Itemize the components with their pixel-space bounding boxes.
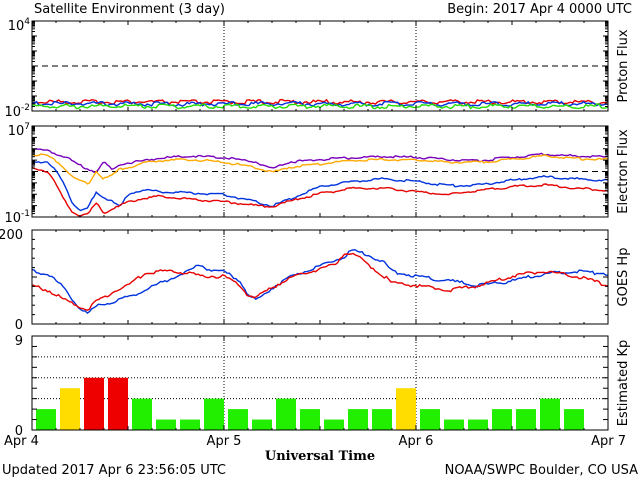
kp-bar [252, 419, 272, 430]
kp-bar [180, 419, 200, 430]
x-tick-label: Apr 5 [207, 434, 242, 449]
panel-3: 200 0 GOES Hp [0, 228, 631, 333]
kp-bar [228, 409, 248, 430]
series-line-red [31, 252, 609, 311]
y-tick-label: 200 [0, 228, 23, 243]
y-tick-exponent: -1 [21, 209, 30, 219]
series-line-blue [31, 100, 609, 107]
kp-bar [492, 409, 512, 430]
y-tick-exponent: -2 [21, 103, 30, 113]
series-line-red [31, 166, 609, 217]
y-tick-base: 10 [4, 211, 21, 226]
y-tick-label: 0 [15, 424, 23, 439]
x-tick-label: Apr 6 [399, 434, 434, 449]
kp-bar [372, 409, 392, 430]
kp-bar [348, 409, 368, 430]
kp-bar [444, 419, 464, 430]
begin-time: Begin: 2017 Apr 4 0000 UTC [447, 2, 632, 17]
y-tick-label: 0 [15, 318, 23, 333]
kp-bar [204, 398, 224, 430]
kp-bar [564, 409, 584, 430]
panel-frame [31, 20, 609, 112]
kp-bar [84, 377, 104, 430]
x-tick-labels: Apr 4 Apr 5 Apr 6 Apr 7 [4, 434, 626, 449]
y-tick-exponent: 7 [24, 122, 30, 132]
updated-time: Updated 2017 Apr 6 23:56:05 UTC [2, 463, 226, 478]
x-axis-label: Universal Time [265, 449, 375, 464]
y-tick-label: 107 [8, 122, 30, 139]
kp-bar [420, 409, 440, 430]
y-axis-label: Electron Flux [616, 129, 631, 214]
y-tick-label: 10-1 [4, 209, 30, 226]
y-axis-label: Estimated Kp [616, 340, 631, 427]
kp-bar [396, 388, 416, 430]
kp-bar [108, 377, 128, 430]
y-tick-exponent: 4 [24, 17, 30, 27]
kp-bar [60, 388, 80, 430]
chart-title: Satellite Environment (3 day) [34, 2, 225, 17]
y-tick-base: 10 [4, 105, 21, 120]
kp-bar [540, 398, 560, 430]
kp-bar [516, 409, 536, 430]
y-axis-label: Proton Flux [616, 29, 631, 102]
credit-text: NOAA/SWPC Boulder, CO USA [445, 463, 638, 478]
series-line-red [31, 98, 609, 106]
kp-bar [300, 409, 320, 430]
y-axis-label: GOES Hp [616, 248, 631, 307]
kp-bar [468, 419, 488, 430]
kp-bar [132, 398, 152, 430]
kp-bar [156, 419, 176, 430]
kp-bar [324, 419, 344, 430]
y-tick-base: 10 [8, 124, 25, 139]
series-line-purple [31, 148, 609, 174]
panel-frame [31, 125, 609, 218]
y-tick-label: 10-2 [4, 103, 30, 120]
panel-4: 9 0 Estimated Kp [15, 334, 631, 439]
kp-bar [276, 398, 296, 430]
x-tick-label: Apr 4 [4, 434, 39, 449]
series-line-blue [31, 249, 608, 315]
y-tick-label: 104 [8, 17, 31, 34]
y-tick-base: 10 [8, 19, 25, 34]
y-tick-label: 9 [15, 334, 23, 349]
series-line-orange [31, 153, 609, 185]
kp-bar [36, 409, 56, 430]
x-tick-label: Apr 7 [591, 434, 626, 449]
series-line-blue [31, 159, 609, 212]
panel-frame [31, 229, 609, 325]
